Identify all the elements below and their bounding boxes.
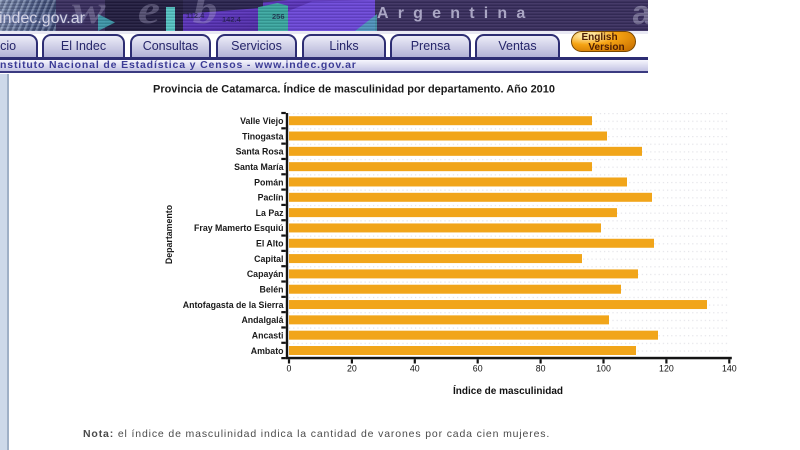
svg-text:Fray Mamerto Esquiú: Fray Mamerto Esquiú <box>194 223 283 233</box>
svg-text:0: 0 <box>287 364 292 374</box>
svg-text:Capital: Capital <box>254 254 283 264</box>
svg-text:Andalgalá: Andalgalá <box>241 315 283 325</box>
svg-text:Santa Rosa: Santa Rosa <box>236 147 284 157</box>
svg-text:Santa María: Santa María <box>234 162 283 172</box>
svg-text:Ancasti: Ancasti <box>252 330 284 340</box>
svg-text:140: 140 <box>722 364 737 374</box>
svg-text:60: 60 <box>473 364 483 374</box>
svg-text:Tinogasta: Tinogasta <box>242 131 283 141</box>
svg-text:Antofagasta de la Sierra: Antofagasta de la Sierra <box>183 300 284 310</box>
svg-text:120: 120 <box>659 364 674 374</box>
svg-text:El Alto: El Alto <box>256 239 284 249</box>
svg-text:Valle Viejo: Valle Viejo <box>240 116 284 126</box>
svg-text:40: 40 <box>410 364 420 374</box>
svg-text:Departamento: Departamento <box>164 204 174 264</box>
svg-text:La Paz: La Paz <box>256 208 284 218</box>
svg-text:20: 20 <box>347 364 357 374</box>
svg-text:Provincia de Catamarca. Índice: Provincia de Catamarca. Índice de mascul… <box>153 83 555 96</box>
svg-text:Ambato: Ambato <box>251 346 284 356</box>
svg-text:Paclín: Paclín <box>258 193 284 203</box>
svg-text:Capayán: Capayán <box>247 269 284 279</box>
svg-text:Índice de masculinidad: Índice de masculinidad <box>453 384 563 397</box>
svg-text:80: 80 <box>536 364 546 374</box>
svg-text:100: 100 <box>596 364 611 374</box>
svg-text:Belén: Belén <box>260 285 284 295</box>
svg-text:Pomán: Pomán <box>254 177 283 187</box>
